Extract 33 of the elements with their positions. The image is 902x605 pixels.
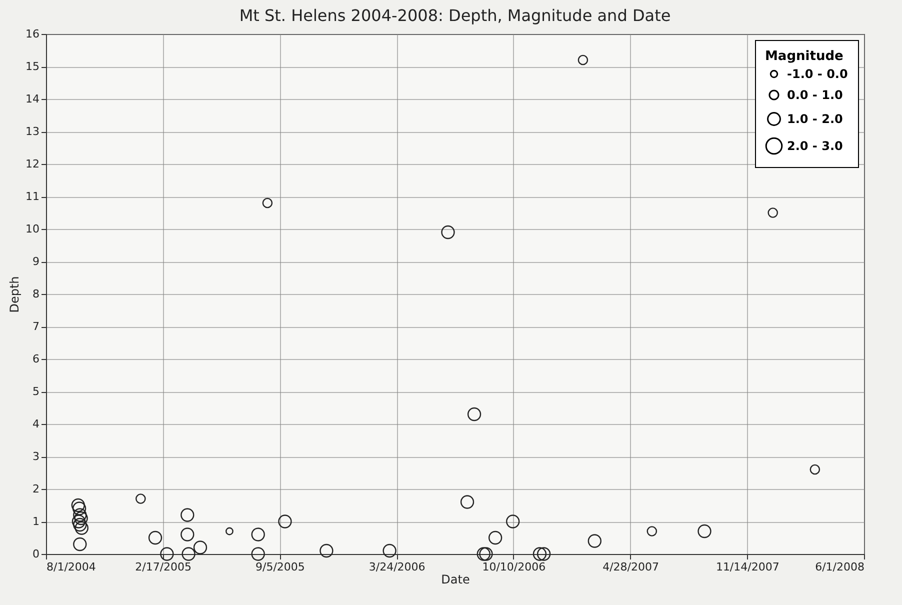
y-tick-label: 0 [32, 548, 40, 560]
y-tick-label: 9 [32, 255, 40, 268]
legend-label: 1.0 - 2.0 [787, 112, 843, 126]
y-tick-label: 6 [32, 352, 40, 366]
y-tick-label: 2 [32, 482, 40, 496]
legend-title: Magnitude [765, 49, 844, 64]
x-tick-label: 3/24/2006 [368, 560, 426, 574]
y-tick-label: 8 [32, 288, 40, 300]
x-tick-label: 10/10/2006 [482, 560, 546, 574]
y-tick-label: 14 [26, 92, 40, 106]
y-axis-title: Depth [8, 276, 22, 313]
y-tick-label: 11 [26, 190, 40, 203]
legend-label: -1.0 - 0.0 [787, 67, 848, 81]
y-tick-label: 15 [26, 60, 40, 73]
y-tick-label: 12 [26, 158, 40, 170]
legend-label: 2.0 - 3.0 [787, 139, 843, 153]
x-tick-label: 2/17/2005 [135, 560, 192, 574]
x-tick-label: 11/14/2007 [716, 560, 780, 574]
y-tick-label: 4 [32, 418, 40, 430]
y-tick-label: 5 [32, 385, 40, 398]
legend-label: 0.0 - 1.0 [787, 88, 843, 102]
chart-title: Mt St. Helens 2004-2008: Depth, Magnitude and Date [239, 6, 671, 25]
y-tick-label: 1 [32, 515, 40, 528]
x-tick-label: 9/5/2005 [256, 560, 305, 574]
y-tick-label: 16 [26, 28, 40, 40]
x-tick-label: 8/1/2004 [46, 560, 96, 574]
x-tick-label: 6/1/2008 [815, 560, 864, 574]
x-tick-label: 4/28/2007 [602, 560, 659, 574]
y-tick-label: 3 [32, 450, 40, 463]
y-tick-label: 13 [26, 125, 40, 138]
y-tick-label: 7 [32, 320, 40, 333]
y-tick-label: 10 [26, 222, 40, 236]
x-axis-title: Date [441, 572, 470, 586]
